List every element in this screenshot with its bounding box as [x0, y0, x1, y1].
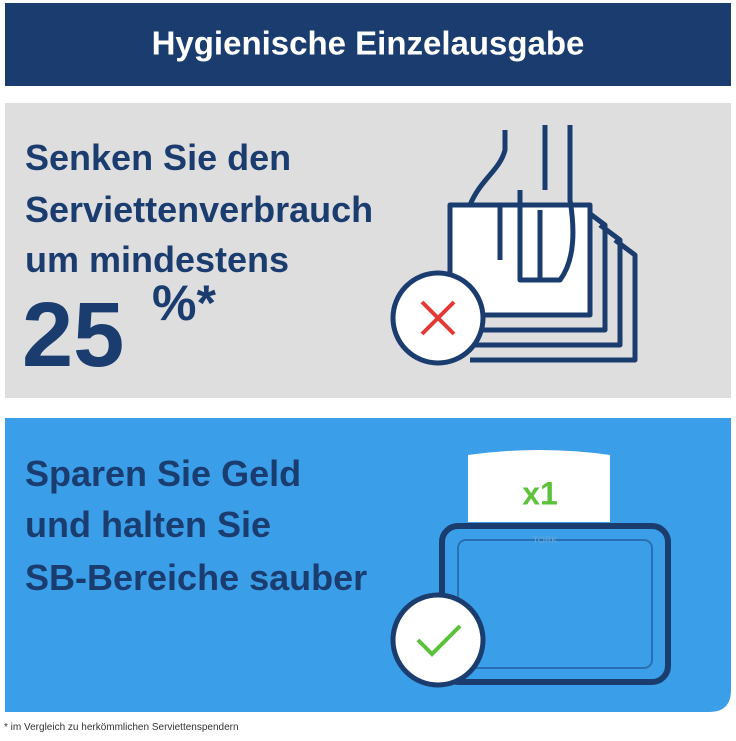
check-icon [416, 624, 462, 657]
text-line: Senken Sie den [25, 137, 291, 178]
header-title: Hygienische Einzelausgabe [152, 25, 585, 62]
big-number: 25 [22, 284, 124, 386]
panel-grey [5, 103, 731, 398]
text-line: um mindestens [25, 239, 289, 280]
panel-1-text: Senken Sie den Serviettenverbrauch um mi… [22, 137, 373, 386]
text-line: und halten Sie [25, 504, 271, 545]
check-badge [390, 592, 486, 688]
text-line: Sparen Sie Geld [25, 453, 301, 494]
footnote: * im Vergleich zu herkömmlichen Serviett… [4, 722, 239, 733]
cross-icon [420, 300, 456, 336]
text-line: SB-Bereiche sauber [25, 557, 367, 598]
count-badge: x1 [522, 475, 558, 511]
text-line: Serviettenverbrauch [25, 189, 373, 230]
napkin-stack-icon [447, 125, 638, 363]
header-bar [5, 3, 731, 86]
panel-2-text: Sparen Sie Geld und halten Sie SB-Bereic… [25, 453, 367, 598]
napkin [468, 450, 610, 522]
number-suffix: %* [152, 275, 216, 331]
brand-label: TORK [533, 535, 558, 545]
